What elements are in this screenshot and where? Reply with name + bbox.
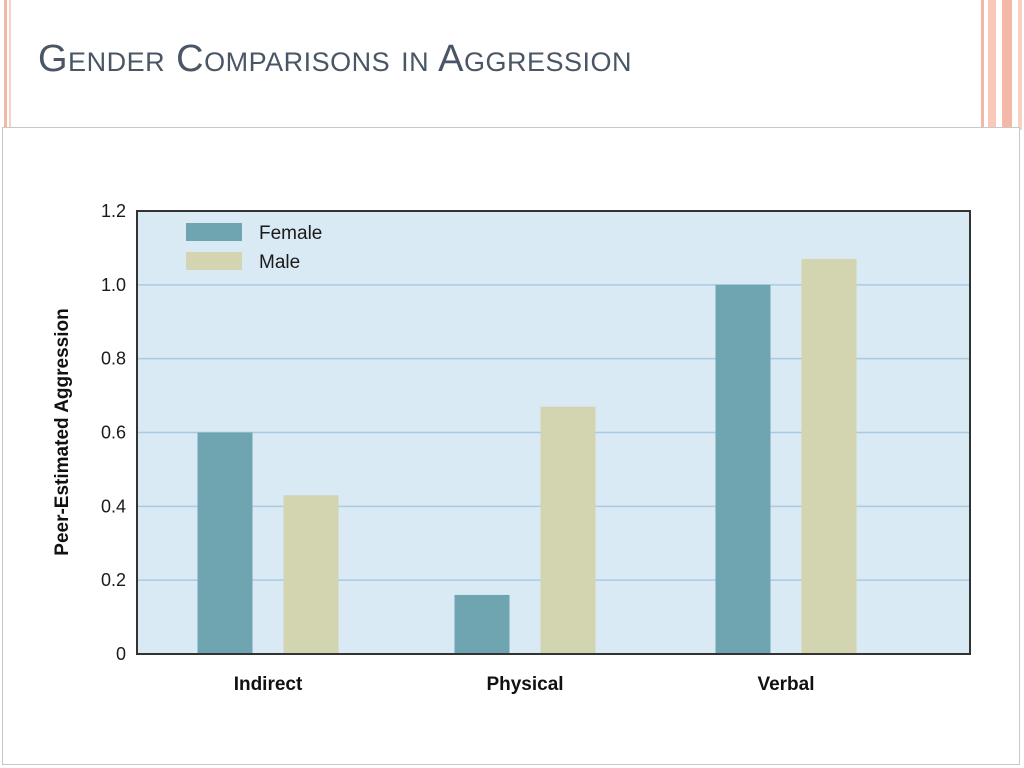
legend-label-female: Female xyxy=(259,223,322,244)
legend-swatch-female xyxy=(186,223,242,241)
decorative-stripe xyxy=(1018,0,1022,130)
decorative-stripe xyxy=(988,0,996,130)
bar-male-physical xyxy=(540,406,596,654)
bar-female-verbal xyxy=(715,284,771,654)
y-tick-label: 1.2 xyxy=(101,201,126,221)
decorative-stripe xyxy=(9,0,11,130)
y-tick-label: 0.2 xyxy=(101,570,126,590)
decorative-stripe xyxy=(981,0,984,130)
y-tick-label: 0 xyxy=(116,644,126,664)
x-category-labels: Indirect Physical Verbal xyxy=(234,674,815,695)
bar-female-physical xyxy=(454,594,510,654)
bar-male-verbal xyxy=(801,258,857,654)
legend-swatch-male xyxy=(186,252,242,270)
legend: Female Male xyxy=(186,223,322,273)
decorative-stripe xyxy=(4,0,7,130)
y-tick-label: 0.8 xyxy=(101,349,126,369)
bar-male-indirect xyxy=(283,495,339,654)
slide-title: Gender Comparisons in Aggression xyxy=(38,38,632,80)
x-category-label: Indirect xyxy=(234,674,303,695)
x-category-label: Physical xyxy=(486,674,563,695)
bars xyxy=(197,258,857,654)
decorative-stripe xyxy=(1002,0,1012,130)
y-tick-label: 0.6 xyxy=(101,423,126,443)
y-axis-label: Peer-Estimated Aggression xyxy=(52,308,73,555)
x-category-label: Verbal xyxy=(757,674,814,695)
y-tick-labels: 0 0.2 0.4 0.6 0.8 1.0 1.2 xyxy=(101,201,126,664)
y-tick-label: 0.4 xyxy=(101,496,126,516)
bar-female-indirect xyxy=(197,432,253,654)
legend-label-male: Male xyxy=(259,252,300,273)
y-tick-label: 1.0 xyxy=(101,275,126,295)
